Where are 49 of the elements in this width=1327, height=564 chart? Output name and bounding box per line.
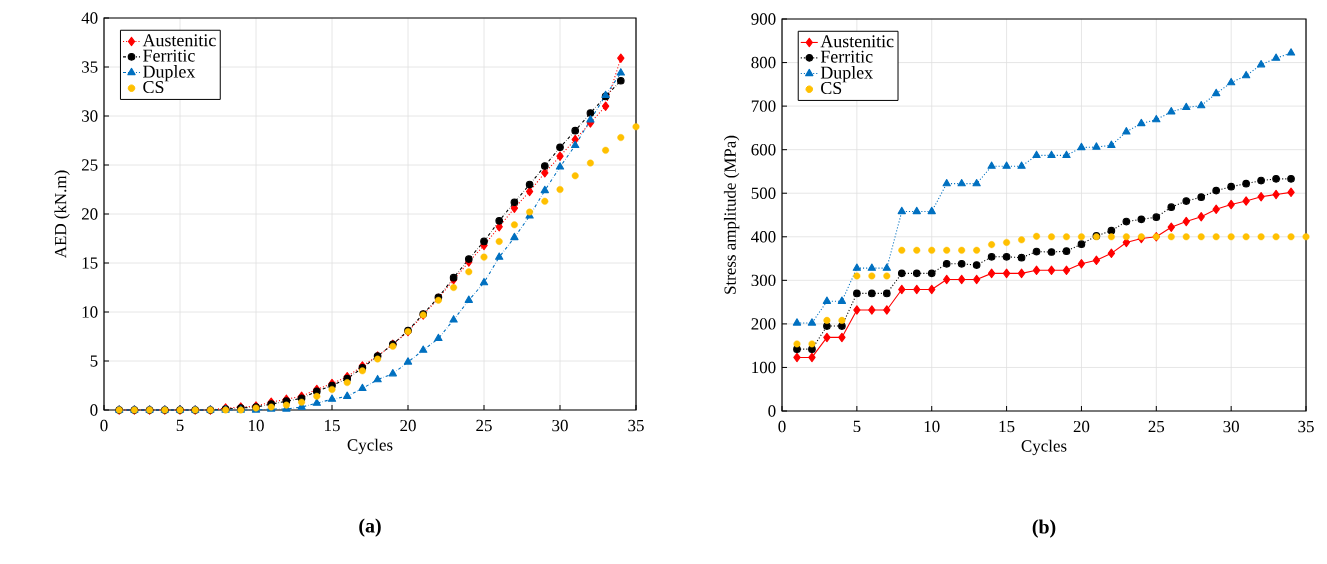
y-tick-label: 100	[752, 361, 776, 374]
x-tick-label: 25	[1148, 420, 1165, 433]
x-tick-label: 0	[100, 419, 108, 432]
y-tick-label: 500	[751, 187, 776, 199]
x-tick-label: 10	[249, 419, 264, 432]
x-tick-label: 15	[325, 419, 340, 432]
y-tick-label: 600	[751, 143, 776, 156]
x-tick-label: 20	[1073, 420, 1090, 433]
x-tick-label: 30	[1223, 420, 1239, 433]
x-tick-label: 5	[853, 420, 861, 433]
x-tick-label: 15	[999, 420, 1015, 433]
x-axis-title: Cycles	[347, 438, 393, 455]
x-tick-label: 30	[552, 419, 568, 432]
x-tick-label: 35	[1298, 420, 1314, 433]
x-tick-label: 5	[176, 419, 184, 432]
x-tick-label: 0	[778, 420, 786, 433]
legend-label: Ferritic	[820, 50, 873, 63]
legend-label: Ferritic	[143, 49, 195, 62]
y-tick-label: 30	[82, 110, 98, 122]
y-tick-label: 700	[751, 100, 776, 112]
legend-label: CS	[143, 81, 164, 94]
text: (b)	[1032, 519, 1056, 538]
legend-label: Duplex	[820, 66, 873, 83]
y-tick-label: 300	[751, 274, 776, 287]
y-tick-label: 15	[82, 257, 98, 269]
legend-label: Duplex	[143, 65, 196, 82]
y-axis-title: Stress amplitude (MPa)	[723, 135, 740, 294]
y-tick-label: 800	[751, 56, 776, 69]
x-tick-label: 10	[924, 420, 940, 433]
text: (a)	[359, 518, 381, 537]
y-tick-label: 200	[751, 318, 776, 330]
legend-label: CS	[821, 82, 842, 95]
y-tick-label: 900	[751, 13, 776, 25]
x-tick-label: 35	[628, 419, 644, 432]
y-tick-label: 5	[90, 355, 98, 367]
y-tick-label: 10	[82, 306, 98, 318]
legend-label: Austenitic	[820, 35, 894, 48]
y-tick-label: 25	[81, 159, 98, 171]
y-axis-title: AED (kN.m)	[54, 170, 70, 259]
y-tick-label: 0	[768, 405, 776, 417]
x-tick-label: 20	[400, 419, 416, 432]
y-tick-label: 0	[90, 404, 98, 416]
legend-label: Austenitic	[142, 34, 216, 47]
y-tick-label: 35	[82, 61, 98, 73]
y-tick-label: 400	[751, 231, 776, 243]
x-axis-title: Cycles	[1021, 439, 1067, 456]
x-tick-label: 25	[476, 419, 492, 432]
y-tick-label: 40	[81, 12, 98, 24]
y-tick-label: 20	[81, 208, 98, 220]
